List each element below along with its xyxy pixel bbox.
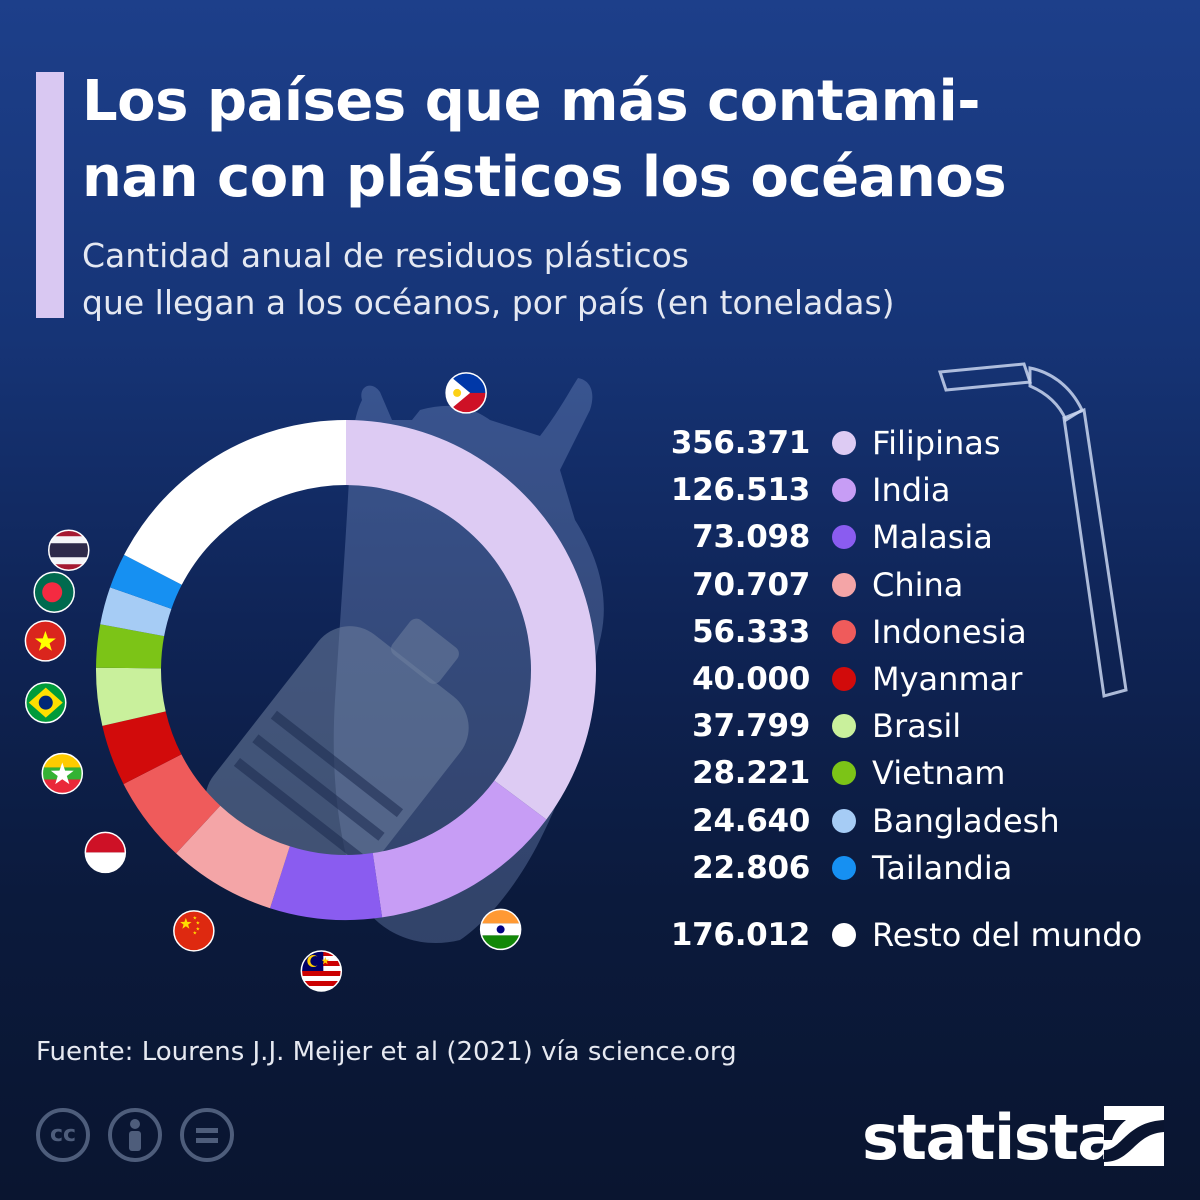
donut-slice-vietnam [96, 624, 165, 669]
attribution-icon[interactable] [108, 1108, 162, 1162]
donut-slices [96, 420, 597, 920]
donut-flags [24, 372, 522, 992]
legend-color-dot [832, 808, 856, 833]
myanmar-flag-icon [41, 752, 84, 795]
statista-logo-text[interactable]: statista [862, 1101, 1119, 1174]
legend-label: Malasia [872, 518, 993, 557]
legend-label: Myanmar [872, 660, 1023, 698]
legend-value: 126.513 [670, 472, 810, 509]
legend-item-india: 126.513 India [660, 467, 1180, 513]
drinking-straw-icon [937, 362, 1128, 698]
donut-slice-indonesia [123, 754, 221, 854]
donut-slice-malasia [270, 846, 383, 920]
legend-value: 56.333 [692, 613, 810, 650]
philippines-flag-icon [445, 372, 487, 414]
legend-label: India [872, 471, 951, 510]
brazil-flag-icon [25, 681, 67, 724]
donut-slice-resto-del-mundo [124, 420, 347, 585]
donut-slice-filipinas [346, 420, 597, 820]
indonesia-flag-icon [84, 831, 127, 874]
license-icons: cc [36, 1108, 256, 1168]
legend-color-dot [832, 761, 856, 786]
statista-logo-icon[interactable] [1104, 1106, 1164, 1166]
legend-color-dot [832, 572, 856, 597]
chart-subtitle: Cantidad anual de residuos plásticos que… [82, 232, 1082, 326]
legend-value: 73.098 [692, 519, 810, 556]
legend-color-dot [832, 478, 856, 503]
legend-color-dot [832, 431, 856, 455]
legend-color-dot [832, 525, 856, 550]
chart-title: Los países que más contami- nan con plás… [82, 64, 1172, 216]
legend-color-dot [832, 714, 856, 739]
thailand-flag-icon [48, 529, 90, 571]
legend-label: Brasil [872, 707, 962, 746]
chart-title-line-2: nan con plásticos los océanos [82, 145, 1007, 210]
legend-value: 176.012 [670, 917, 810, 953]
donut-slice-china [176, 805, 290, 909]
legend-value: 356.371 [670, 425, 810, 461]
donut-slice-tailandia [110, 554, 182, 609]
legend-label: Resto del mundo [872, 916, 1143, 954]
legend-item-filipinas: 356.371 Filipinas [660, 420, 1180, 466]
bangladesh-flag-icon [33, 571, 75, 613]
legend-value: 37.799 [692, 708, 810, 745]
title-accent-bar [36, 72, 64, 318]
legend-item-china: 70.707 China [660, 562, 1180, 608]
legend-value: 28.221 [692, 755, 810, 792]
legend-item-bangladesh: 24.640 Bangladesh [660, 798, 1180, 844]
legend-value: 24.640 [692, 802, 810, 839]
legend-item-myanmar: 40.000 Myanmar [660, 656, 1180, 702]
india-flag-icon [479, 908, 522, 951]
chart-subtitle-line-1: Cantidad anual de residuos plásticos [82, 236, 689, 275]
donut-slice-myanmar [102, 711, 182, 785]
legend-color-dot [832, 923, 856, 947]
legend-item-indonesia: 56.333 Indonesia [660, 609, 1180, 655]
donut-slice-brasil [96, 667, 166, 726]
legend-item-tailandia: 22.806 Tailandia [660, 845, 1180, 891]
legend-label: Tailandia [872, 848, 1013, 887]
donut-slice-bangladesh [100, 587, 172, 637]
legend-color-dot [832, 619, 856, 644]
legend-item-malasia: 73.098 Malasia [660, 514, 1180, 560]
legend-value: 40.000 [692, 661, 810, 697]
legend-label: Indonesia [872, 612, 1027, 651]
plastic-bottle-icon [205, 618, 469, 902]
legend-color-dot [832, 667, 856, 691]
vietnam-flag-icon [24, 620, 67, 662]
legend-color-dot [832, 855, 856, 880]
legend-item-resto-del-mundo: 176.012 Resto del mundo [660, 912, 1180, 958]
legend-item-vietnam: 28.221 Vietnam [660, 750, 1180, 796]
donut-slice-india [372, 780, 547, 918]
legend-label: Filipinas [872, 424, 1001, 462]
legend-value: 22.806 [692, 849, 810, 886]
legend-label: Vietnam [872, 754, 1006, 793]
cc-icon[interactable]: cc [36, 1108, 90, 1162]
no-derivatives-icon[interactable] [180, 1108, 234, 1162]
chart-title-line-1: Los países que más contami- [82, 69, 980, 134]
china-flag-icon [173, 910, 215, 952]
legend-label: China [872, 565, 964, 604]
source-note: Fuente: Lourens J.J. Meijer et al (2021)… [36, 1037, 737, 1067]
legend-value: 70.707 [692, 566, 810, 603]
legend-item-brasil: 37.799 Brasil [660, 703, 1180, 749]
malaysia-flag-icon [300, 950, 343, 992]
legend-label: Bangladesh [872, 801, 1060, 840]
chart-subtitle-line-2: que llegan a los océanos, por país (en t… [82, 283, 895, 322]
